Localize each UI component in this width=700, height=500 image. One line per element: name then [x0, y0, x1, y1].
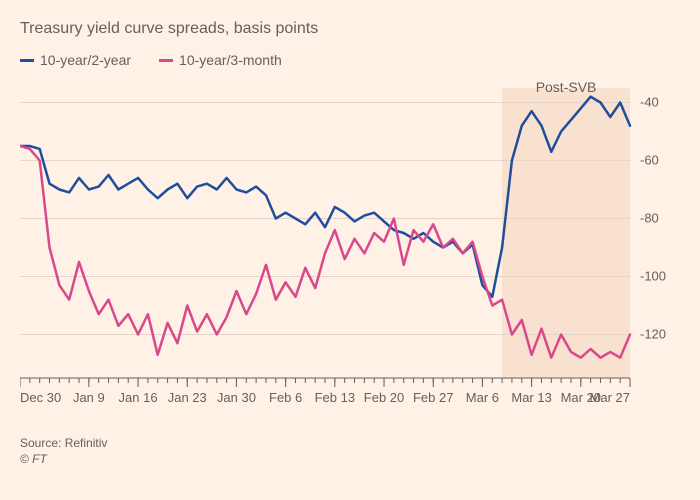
svg-text:-120: -120: [640, 327, 666, 342]
legend-label-1: 10-year/2-year: [40, 52, 131, 68]
svg-text:Dec 30: Dec 30: [20, 390, 61, 405]
svg-text:-60: -60: [640, 153, 659, 168]
legend: 10-year/2-year 10-year/3-month: [20, 52, 680, 68]
legend-label-2: 10-year/3-month: [179, 52, 282, 68]
legend-swatch-1: [20, 59, 34, 62]
legend-swatch-2: [159, 59, 173, 62]
source-line: Source: Refinitiv: [20, 436, 680, 450]
chart-title: Treasury yield curve spreads, basis poin…: [20, 20, 680, 38]
legend-item-1: 10-year/2-year: [20, 52, 131, 68]
svg-text:Feb 27: Feb 27: [413, 390, 453, 405]
svg-text:Post-SVB: Post-SVB: [536, 79, 597, 95]
svg-text:Feb 13: Feb 13: [315, 390, 355, 405]
svg-text:-80: -80: [640, 211, 659, 226]
svg-text:Mar 27: Mar 27: [590, 390, 630, 405]
svg-text:Feb 20: Feb 20: [364, 390, 404, 405]
svg-text:Jan 9: Jan 9: [73, 390, 105, 405]
svg-text:Feb 6: Feb 6: [269, 390, 302, 405]
svg-text:Jan 30: Jan 30: [217, 390, 256, 405]
chart-svg: Post-SVB -40 -60 -80 -100 -120 Dec 30 Jan 9 Jan …: [20, 78, 680, 418]
svg-text:Jan 23: Jan 23: [168, 390, 207, 405]
svg-text:Jan 16: Jan 16: [119, 390, 158, 405]
plot-area: Post-SVB -40 -60 -80 -100 -120 Dec 30 Jan 9 Jan …: [20, 78, 680, 418]
legend-item-2: 10-year/3-month: [159, 52, 282, 68]
copyright-line: © FT: [20, 452, 680, 466]
svg-text:Mar 6: Mar 6: [466, 390, 499, 405]
svg-text:-40: -40: [640, 95, 659, 110]
svg-text:-100: -100: [640, 269, 666, 284]
svg-text:Mar 13: Mar 13: [511, 390, 551, 405]
chart-container: Treasury yield curve spreads, basis poin…: [0, 0, 700, 500]
